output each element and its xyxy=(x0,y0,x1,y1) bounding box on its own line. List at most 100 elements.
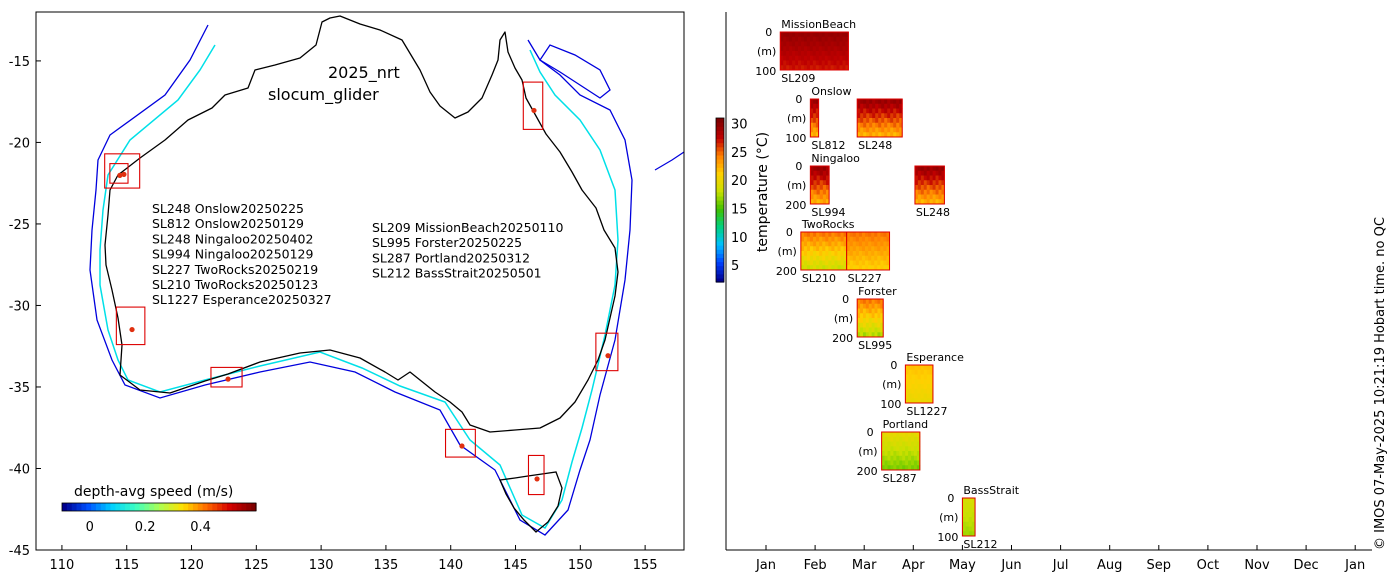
temperature-cell xyxy=(872,108,876,114)
temperature-cell xyxy=(938,180,942,186)
month-tick-label: Jul xyxy=(1052,558,1069,573)
temperature-cell xyxy=(883,241,887,247)
map-x-tick-label: 120 xyxy=(179,558,204,573)
temperature-cell xyxy=(877,251,881,257)
month-tick-label: Jan xyxy=(755,558,776,573)
temperature-cell xyxy=(843,255,848,261)
temperature-cell xyxy=(893,132,897,138)
temperature-cell xyxy=(926,185,931,191)
speed-colorbar-segment xyxy=(222,503,228,511)
glider-panel-frame xyxy=(856,298,884,338)
temperature-cell xyxy=(938,166,942,172)
temperature-cell xyxy=(911,384,915,390)
temperature-cell xyxy=(798,65,802,71)
depth-unit-label: (m) xyxy=(787,179,806,192)
temperature-cell xyxy=(849,232,854,238)
mission-entry: SL287 Portland20250312 xyxy=(372,250,530,265)
temperature-cell xyxy=(872,132,876,138)
temperature-cell xyxy=(846,265,851,271)
temperature-cell xyxy=(908,388,912,394)
temperature-cell xyxy=(783,41,787,47)
temperature-cell xyxy=(810,180,814,186)
temperature-cell xyxy=(852,246,857,252)
temperature-cell xyxy=(816,241,820,247)
temperature-colorbar-ticks: 5 10 15 20 25 30 xyxy=(731,118,748,274)
temperature-cell xyxy=(871,246,875,252)
speed-colorbar-segment xyxy=(149,503,155,511)
temperature-cell xyxy=(883,236,887,242)
temperature-colorbar-tick-label: 25 xyxy=(731,146,748,161)
temperature-cell xyxy=(965,521,970,527)
temperature-cell xyxy=(806,36,811,42)
temperature-cell xyxy=(874,299,878,305)
temperature-cell xyxy=(890,436,894,442)
temperature-cell xyxy=(968,521,973,527)
temperature-cell xyxy=(914,384,919,390)
temperature-cell xyxy=(806,232,811,238)
temperature-cell xyxy=(836,46,840,52)
temperature-cell xyxy=(884,432,888,438)
temperature-cell xyxy=(806,41,811,47)
temperature-cell xyxy=(871,265,875,271)
temperature-cell xyxy=(962,512,966,518)
temperature-cell xyxy=(871,332,875,338)
speed-colorbar-segment xyxy=(86,503,92,511)
temperature-cell xyxy=(857,122,861,128)
temperature-cell xyxy=(899,432,903,438)
deployment-box xyxy=(444,428,476,458)
temperature-cell xyxy=(806,251,811,257)
temperature-cell xyxy=(825,170,830,176)
depth-tick-bottom: 200 xyxy=(785,199,806,212)
temperature-cell xyxy=(872,122,876,128)
temperature-cell xyxy=(831,251,835,257)
temperature-colorbar-segment xyxy=(716,277,724,283)
temperature-cell xyxy=(866,103,870,109)
temperature-cell xyxy=(935,170,939,176)
speed-colorbar-segment xyxy=(241,503,247,511)
temperature-cell xyxy=(861,255,866,261)
temperature-cell xyxy=(941,194,945,200)
temperature-colorbar-segment xyxy=(716,212,724,217)
temperature-cell xyxy=(786,36,790,42)
temperature-cell xyxy=(818,60,823,66)
temperature-cell xyxy=(932,185,936,191)
temperature-cell xyxy=(813,122,817,128)
temperature-cell xyxy=(880,251,884,257)
temperature-cell xyxy=(815,32,820,38)
glider-label: SL248 xyxy=(916,206,950,219)
isobath-200m xyxy=(99,44,619,530)
temperature-cell xyxy=(836,41,840,47)
temperature-cell xyxy=(877,246,881,252)
temperature-cell xyxy=(845,60,849,66)
speed-colorbar-segment xyxy=(144,503,150,511)
temperature-cell xyxy=(916,436,921,442)
speed-colorbar-segment xyxy=(251,503,257,511)
temperature-cell xyxy=(828,251,832,257)
temperature-cell xyxy=(801,65,805,71)
temperature-cell xyxy=(780,41,784,47)
temperature-cell xyxy=(875,127,879,133)
temperature-cell xyxy=(916,451,921,457)
temperature-cell xyxy=(923,398,928,404)
temperature-cell xyxy=(911,446,915,452)
temperature-cell xyxy=(881,103,885,109)
temperature-cell xyxy=(798,55,802,61)
temperature-cell xyxy=(809,41,814,47)
speed-colorbar-segment xyxy=(100,503,107,511)
temperature-cell xyxy=(810,118,814,124)
temperature-cell xyxy=(830,55,834,61)
temperature-cell xyxy=(812,32,817,38)
temperature-cell xyxy=(872,103,876,109)
temperature-cell xyxy=(862,322,867,328)
temperature-cell xyxy=(868,251,872,257)
temperature-cell xyxy=(806,65,811,71)
glider-label: SL209 xyxy=(781,72,815,85)
temperature-colorbar-segment xyxy=(716,191,724,197)
temperature-cell xyxy=(914,194,919,200)
temperature-cell xyxy=(878,122,882,128)
temperature-cell xyxy=(871,232,875,238)
temperature-cell xyxy=(880,246,884,252)
temperature-cell xyxy=(905,398,909,404)
temperature-cell xyxy=(880,241,884,247)
